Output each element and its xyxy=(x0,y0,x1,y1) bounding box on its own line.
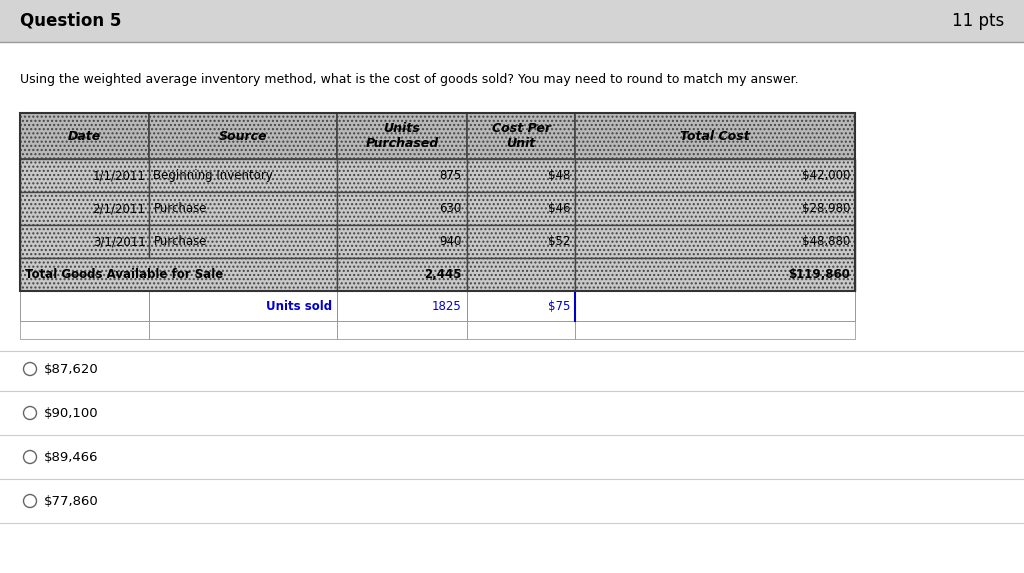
Text: $42,000: $42,000 xyxy=(802,169,850,182)
Text: Date: Date xyxy=(68,129,101,143)
Bar xyxy=(575,291,855,321)
Text: 875: 875 xyxy=(439,169,462,182)
Bar xyxy=(150,159,337,192)
Bar xyxy=(20,159,150,192)
Bar xyxy=(575,225,855,258)
Text: Question 5: Question 5 xyxy=(20,12,122,30)
Text: Units sold: Units sold xyxy=(266,300,333,312)
Bar xyxy=(20,321,150,339)
Text: 3/1/2011: 3/1/2011 xyxy=(93,235,145,248)
Text: 11 pts: 11 pts xyxy=(951,12,1004,30)
Bar xyxy=(337,113,467,159)
Bar xyxy=(467,113,575,159)
Bar xyxy=(337,258,467,291)
Bar xyxy=(20,258,337,291)
Bar xyxy=(467,225,575,258)
Text: $90,100: $90,100 xyxy=(44,406,98,419)
Text: $48,880: $48,880 xyxy=(802,235,850,248)
Bar xyxy=(337,159,467,192)
Bar xyxy=(150,225,337,258)
Bar xyxy=(575,113,855,159)
Bar xyxy=(20,291,150,321)
Text: $119,860: $119,860 xyxy=(788,268,850,281)
Text: Using the weighted average inventory method, what is the cost of goods sold? You: Using the weighted average inventory met… xyxy=(20,73,799,87)
Bar xyxy=(20,113,150,159)
Bar xyxy=(337,225,467,258)
Text: Source: Source xyxy=(219,129,267,143)
Text: Beginning Inventory: Beginning Inventory xyxy=(154,169,273,182)
Text: Purchase: Purchase xyxy=(154,235,207,248)
Text: Total Goods Available for Sale: Total Goods Available for Sale xyxy=(25,268,223,281)
Bar xyxy=(20,225,150,258)
Bar xyxy=(337,291,467,321)
Bar xyxy=(467,258,575,291)
Bar xyxy=(20,192,150,225)
Bar xyxy=(150,321,337,339)
Text: Cost Per
Unit: Cost Per Unit xyxy=(492,122,551,150)
Bar xyxy=(150,291,337,321)
Bar xyxy=(467,159,575,192)
Text: 630: 630 xyxy=(439,202,462,215)
Text: 940: 940 xyxy=(439,235,462,248)
Bar xyxy=(150,192,337,225)
Bar xyxy=(575,159,855,192)
Text: 1825: 1825 xyxy=(432,300,462,312)
Text: $46: $46 xyxy=(548,202,570,215)
Text: 1/1/2011: 1/1/2011 xyxy=(92,169,145,182)
Bar xyxy=(337,321,467,339)
Bar xyxy=(0,0,1024,42)
Text: Units
Purchased: Units Purchased xyxy=(366,122,438,150)
Bar xyxy=(20,113,855,291)
Bar xyxy=(150,113,337,159)
Bar xyxy=(575,192,855,225)
Text: $87,620: $87,620 xyxy=(44,363,98,375)
Text: $75: $75 xyxy=(548,300,570,312)
Bar xyxy=(337,192,467,225)
Bar xyxy=(467,291,575,321)
Bar xyxy=(575,321,855,339)
Text: Total Cost: Total Cost xyxy=(680,129,750,143)
Text: 2/1/2011: 2/1/2011 xyxy=(92,202,145,215)
Bar xyxy=(575,258,855,291)
Text: $52: $52 xyxy=(548,235,570,248)
Text: 2,445: 2,445 xyxy=(424,268,462,281)
Text: $28,980: $28,980 xyxy=(802,202,850,215)
Text: $89,466: $89,466 xyxy=(44,450,98,464)
Bar xyxy=(467,192,575,225)
Text: Purchase: Purchase xyxy=(154,202,207,215)
Bar xyxy=(467,321,575,339)
Text: $77,860: $77,860 xyxy=(44,494,98,508)
Text: $48: $48 xyxy=(548,169,570,182)
